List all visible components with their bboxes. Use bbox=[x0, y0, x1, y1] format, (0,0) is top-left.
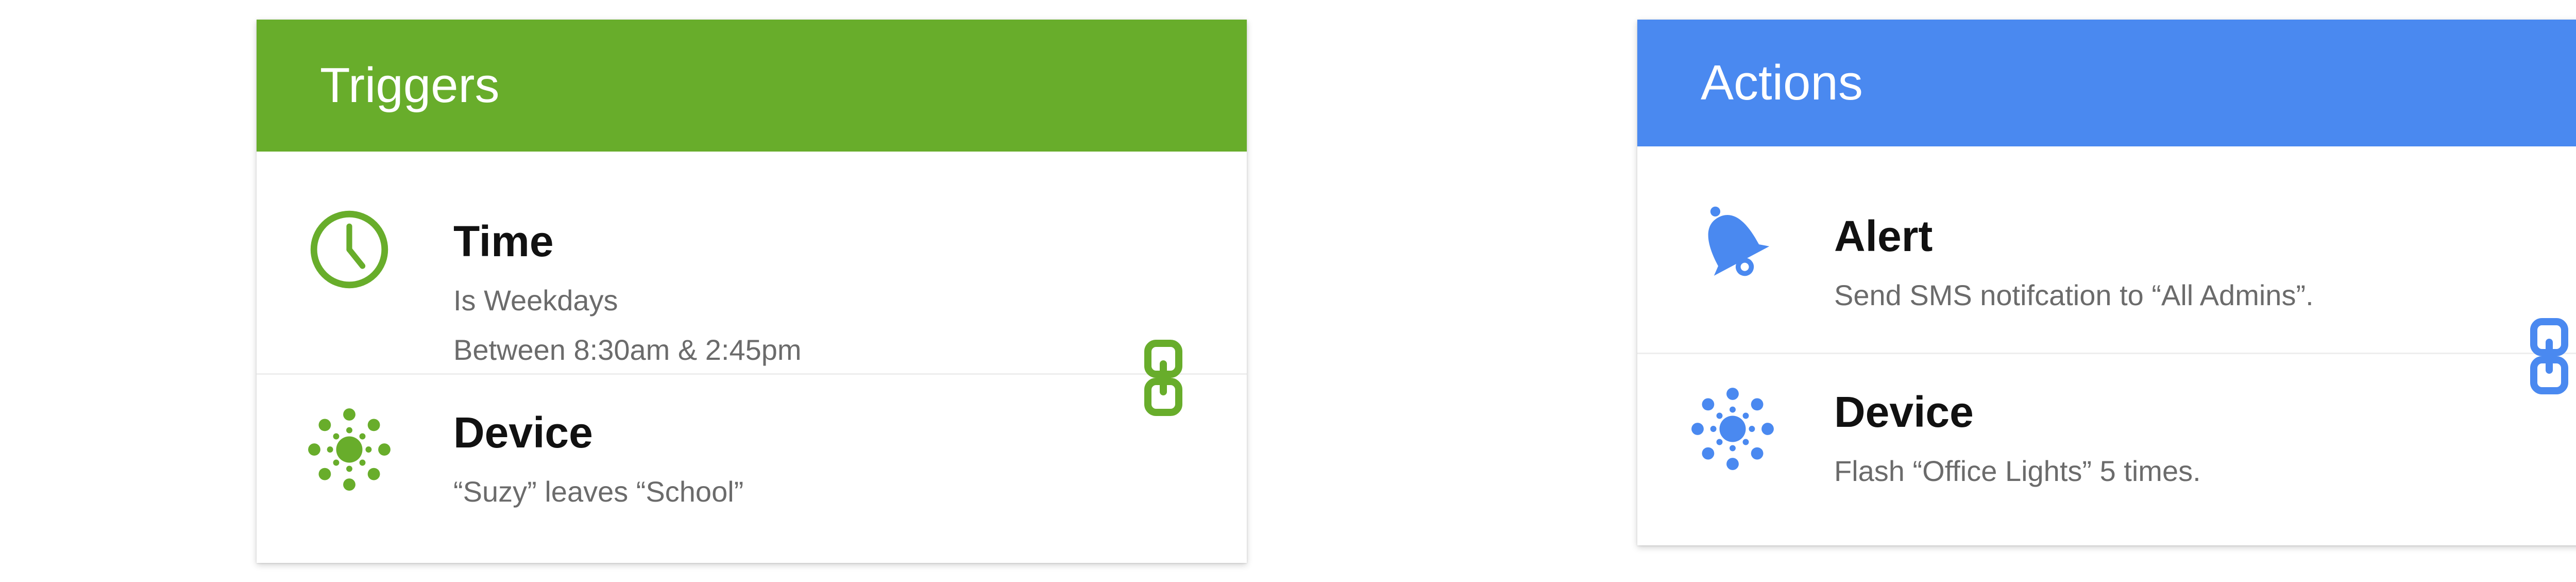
device-icon bbox=[1689, 385, 1776, 473]
actions-panel: Actions Alert Send SMS notifcation to “A… bbox=[1637, 20, 2576, 545]
action-device-detail: Flash “Office Lights” 5 times. bbox=[1834, 455, 2201, 487]
action-alert-detail: Send SMS notifcation to “All Admins”. bbox=[1834, 279, 2314, 311]
action-item-alert[interactable]: Alert Send SMS notifcation to “All Admin… bbox=[1637, 146, 2576, 373]
triggers-panel: Triggers Time Is Weekdays Between 8:30am… bbox=[257, 20, 1247, 563]
triggers-header: Triggers bbox=[257, 20, 1247, 152]
action-item-device[interactable]: Device Flash “Office Lights” 5 times. bbox=[1637, 354, 2576, 540]
chain-link-icon[interactable] bbox=[1143, 339, 1184, 417]
action-divider bbox=[1637, 353, 2576, 354]
trigger-time-detail-2: Between 8:30am & 2:45pm bbox=[453, 334, 802, 366]
trigger-item-device[interactable]: Device “Suzy” leaves “School” bbox=[257, 375, 1247, 560]
action-device-title: Device bbox=[1834, 388, 1974, 436]
action-alert-title: Alert bbox=[1834, 212, 1933, 260]
actions-title: Actions bbox=[1701, 55, 1863, 110]
trigger-device-detail: “Suzy” leaves “School” bbox=[453, 475, 744, 508]
clock-icon bbox=[308, 208, 391, 291]
trigger-divider bbox=[257, 373, 1247, 375]
triggers-title: Triggers bbox=[320, 58, 500, 113]
device-icon bbox=[306, 406, 393, 493]
trigger-time-title: Time bbox=[453, 217, 554, 265]
bell-icon bbox=[1689, 198, 1771, 280]
trigger-item-time[interactable]: Time Is Weekdays Between 8:30am & 2:45pm bbox=[257, 152, 1247, 394]
actions-header: Actions bbox=[1637, 20, 2576, 146]
trigger-time-detail-1: Is Weekdays bbox=[453, 284, 618, 317]
trigger-device-title: Device bbox=[453, 408, 593, 457]
chain-link-icon[interactable] bbox=[2529, 318, 2570, 395]
